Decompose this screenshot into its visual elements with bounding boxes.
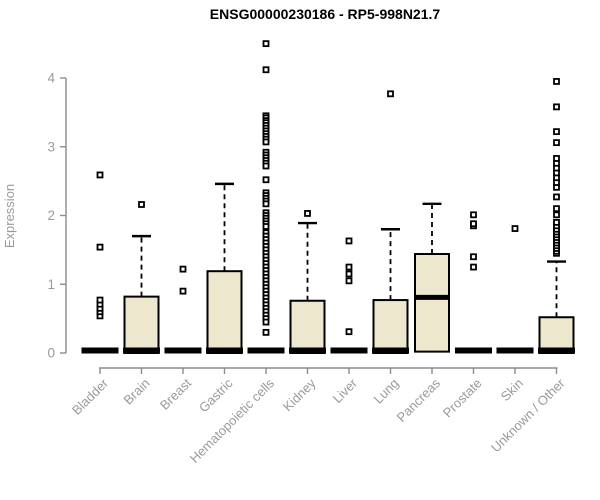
outlier-point	[345, 263, 353, 271]
median-zero-bar	[123, 347, 160, 354]
x-tick-label: Skin	[498, 376, 526, 404]
x-tick-label: Lung	[371, 376, 402, 407]
median-zero-bar	[538, 347, 575, 354]
x-tick-label: Breast	[157, 375, 194, 412]
x-tick-label: Unknown / Other	[488, 375, 568, 455]
outlier-point	[262, 200, 270, 208]
outlier-point	[553, 139, 560, 147]
median-zero-bar	[372, 347, 409, 354]
median-zero-bar	[164, 347, 202, 354]
outlier-point	[179, 265, 187, 273]
outlier-point	[553, 218, 560, 226]
outlier-point	[553, 78, 560, 85]
y-axis-title: Expression	[2, 184, 17, 248]
outlier-point	[96, 296, 104, 304]
box-group-gastric	[206, 182, 243, 354]
outlier-point	[470, 220, 477, 228]
outlier-point	[262, 176, 270, 184]
chart-title: ENSG00000230186 - RP5-998N21.7	[210, 6, 441, 22]
box-group-breast	[164, 265, 202, 354]
outlier-point	[553, 205, 560, 213]
iqr-box	[372, 299, 409, 354]
outlier-point	[470, 263, 477, 271]
median-zero-bar	[330, 347, 368, 354]
x-tick-label: Gastric	[196, 375, 236, 415]
median-zero-bar	[81, 347, 119, 354]
outlier-point	[262, 40, 270, 48]
outlier-point	[553, 103, 560, 111]
x-tick-label: Kidney	[280, 375, 319, 414]
x-tick-label: Bladder	[69, 375, 112, 418]
x-tick-label: Liver	[330, 375, 361, 406]
outlier-point	[262, 66, 270, 74]
outlier-point	[179, 287, 187, 295]
boxes-layer	[81, 40, 575, 354]
median-zero-bar	[289, 347, 326, 354]
box-group-kidney	[289, 210, 326, 354]
outlier-point	[387, 90, 394, 98]
outlier-point	[345, 237, 353, 245]
y-tick-label: 3	[47, 139, 55, 154]
box-group-hematopoietic-cells	[247, 40, 285, 354]
outlier-point	[511, 225, 519, 232]
outlier-point	[96, 243, 104, 251]
outlier-point	[470, 211, 477, 219]
box-group-lung	[372, 90, 409, 354]
y-tick-label: 4	[47, 71, 55, 86]
outlier-point	[304, 210, 311, 217]
y-tick-label: 1	[47, 277, 55, 292]
x-tick-label: Prostate	[440, 376, 485, 421]
x-tick-label: Brain	[121, 376, 153, 408]
box-group-liver	[330, 237, 368, 354]
iqr-box	[206, 270, 243, 354]
outlier-point	[96, 171, 104, 179]
x-tick-label: Pancreas	[394, 375, 444, 425]
median-zero-bar	[206, 347, 243, 354]
iqr-box	[123, 295, 160, 354]
box-group-prostate	[455, 211, 492, 354]
outlier-point	[345, 328, 353, 336]
outlier-point	[262, 162, 270, 170]
outlier-point	[553, 211, 560, 219]
outlier-point	[345, 270, 353, 278]
outlier-point	[553, 155, 560, 162]
outlier-point	[262, 223, 270, 230]
box-group-unknown-other	[538, 78, 575, 354]
y-tick-label: 2	[47, 208, 55, 223]
outlier-point	[262, 318, 270, 326]
median-zero-bar	[496, 347, 534, 354]
outlier-point	[470, 253, 477, 261]
iqr-box	[289, 299, 326, 354]
outlier-point	[345, 277, 353, 285]
box-group-bladder	[81, 171, 119, 354]
outlier-point	[138, 201, 145, 208]
box-group-pancreas	[414, 202, 450, 353]
box-group-brain	[123, 201, 160, 354]
outlier-point	[553, 128, 560, 136]
outlier-point	[262, 138, 270, 146]
median-zero-bar	[247, 347, 285, 354]
y-tick-label: 0	[47, 346, 55, 361]
iqr-box	[414, 253, 450, 353]
outlier-point	[553, 193, 560, 201]
outlier-point	[262, 328, 270, 336]
box-group-skin	[496, 225, 534, 354]
median-zero-bar	[455, 347, 492, 354]
